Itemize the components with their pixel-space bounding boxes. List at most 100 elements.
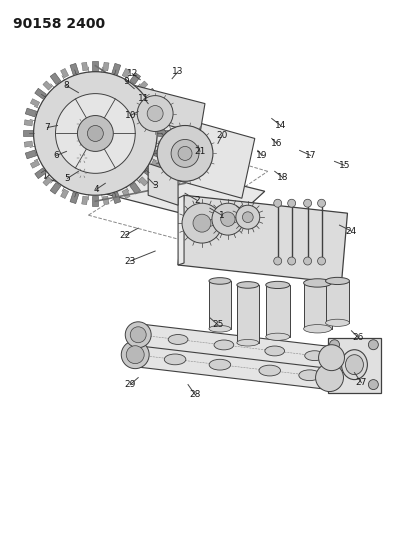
Polygon shape bbox=[178, 195, 347, 283]
Polygon shape bbox=[304, 283, 332, 329]
Text: 24: 24 bbox=[346, 227, 357, 236]
Circle shape bbox=[55, 94, 135, 173]
Circle shape bbox=[130, 327, 146, 343]
Text: 3: 3 bbox=[152, 181, 158, 190]
Text: 21: 21 bbox=[194, 147, 206, 156]
Circle shape bbox=[274, 257, 282, 265]
Ellipse shape bbox=[259, 365, 281, 376]
Ellipse shape bbox=[168, 335, 188, 344]
Ellipse shape bbox=[209, 326, 231, 332]
Bar bbox=[23, 131, 33, 136]
Bar bbox=[122, 189, 130, 198]
Ellipse shape bbox=[237, 281, 259, 288]
Text: 2: 2 bbox=[194, 196, 200, 205]
Circle shape bbox=[137, 95, 173, 132]
Circle shape bbox=[126, 346, 144, 364]
Text: 27: 27 bbox=[356, 378, 367, 387]
Circle shape bbox=[193, 214, 211, 232]
Text: 25: 25 bbox=[212, 320, 224, 329]
Ellipse shape bbox=[304, 325, 332, 333]
Bar bbox=[43, 81, 52, 90]
Circle shape bbox=[304, 257, 312, 265]
Text: 14: 14 bbox=[275, 121, 286, 130]
Circle shape bbox=[318, 257, 325, 265]
Bar bbox=[61, 68, 69, 78]
Ellipse shape bbox=[164, 354, 186, 365]
Bar bbox=[158, 120, 167, 126]
Polygon shape bbox=[148, 164, 178, 205]
Bar bbox=[112, 192, 121, 204]
Polygon shape bbox=[325, 281, 349, 323]
Circle shape bbox=[77, 154, 87, 164]
Bar bbox=[70, 192, 79, 204]
Bar bbox=[122, 68, 130, 78]
Circle shape bbox=[125, 322, 151, 348]
Ellipse shape bbox=[209, 359, 231, 370]
Text: 15: 15 bbox=[339, 161, 350, 170]
Bar bbox=[30, 160, 40, 168]
Text: 9: 9 bbox=[123, 77, 129, 86]
Circle shape bbox=[368, 340, 378, 350]
Bar bbox=[154, 150, 165, 159]
Circle shape bbox=[304, 199, 312, 207]
Text: 13: 13 bbox=[172, 67, 184, 76]
Polygon shape bbox=[178, 195, 184, 265]
Bar bbox=[24, 141, 33, 147]
Polygon shape bbox=[237, 285, 259, 343]
Circle shape bbox=[157, 125, 213, 181]
Polygon shape bbox=[137, 324, 333, 368]
Text: 19: 19 bbox=[256, 151, 268, 160]
Text: 22: 22 bbox=[119, 231, 131, 240]
Ellipse shape bbox=[304, 279, 332, 287]
Bar bbox=[50, 73, 61, 84]
Text: 7: 7 bbox=[45, 123, 50, 132]
Ellipse shape bbox=[266, 333, 290, 341]
Circle shape bbox=[236, 205, 260, 229]
Polygon shape bbox=[44, 95, 81, 179]
Circle shape bbox=[147, 106, 163, 122]
Polygon shape bbox=[130, 86, 205, 133]
Bar bbox=[112, 63, 121, 75]
Text: 16: 16 bbox=[271, 139, 283, 148]
Bar bbox=[30, 99, 40, 107]
Polygon shape bbox=[327, 338, 381, 392]
Bar bbox=[35, 88, 46, 99]
Ellipse shape bbox=[237, 340, 259, 346]
Text: 8: 8 bbox=[64, 81, 69, 90]
Text: 29: 29 bbox=[125, 380, 136, 389]
Bar bbox=[61, 189, 69, 198]
Bar bbox=[92, 196, 98, 206]
Circle shape bbox=[87, 125, 103, 141]
Bar bbox=[139, 177, 148, 186]
Polygon shape bbox=[209, 281, 231, 329]
Text: 10: 10 bbox=[125, 111, 136, 120]
Bar bbox=[151, 160, 160, 168]
Circle shape bbox=[288, 199, 296, 207]
Circle shape bbox=[221, 212, 235, 227]
Circle shape bbox=[33, 72, 157, 195]
Bar bbox=[151, 99, 160, 107]
Ellipse shape bbox=[325, 319, 349, 326]
Ellipse shape bbox=[265, 346, 285, 356]
Text: 5: 5 bbox=[64, 174, 70, 183]
Circle shape bbox=[77, 118, 87, 128]
Bar bbox=[50, 182, 61, 194]
Circle shape bbox=[121, 341, 149, 369]
Bar bbox=[158, 131, 168, 136]
Text: 6: 6 bbox=[53, 151, 59, 160]
Circle shape bbox=[319, 345, 345, 370]
Circle shape bbox=[242, 212, 253, 223]
Circle shape bbox=[178, 147, 192, 160]
Circle shape bbox=[329, 379, 340, 390]
Text: 18: 18 bbox=[277, 173, 288, 182]
Ellipse shape bbox=[305, 351, 325, 361]
Bar bbox=[25, 108, 37, 117]
Ellipse shape bbox=[345, 354, 364, 375]
Bar bbox=[130, 182, 141, 194]
Bar bbox=[25, 150, 37, 159]
Text: 20: 20 bbox=[216, 131, 228, 140]
Circle shape bbox=[288, 257, 296, 265]
Text: 23: 23 bbox=[125, 256, 136, 265]
Polygon shape bbox=[134, 343, 331, 390]
Ellipse shape bbox=[299, 370, 320, 381]
